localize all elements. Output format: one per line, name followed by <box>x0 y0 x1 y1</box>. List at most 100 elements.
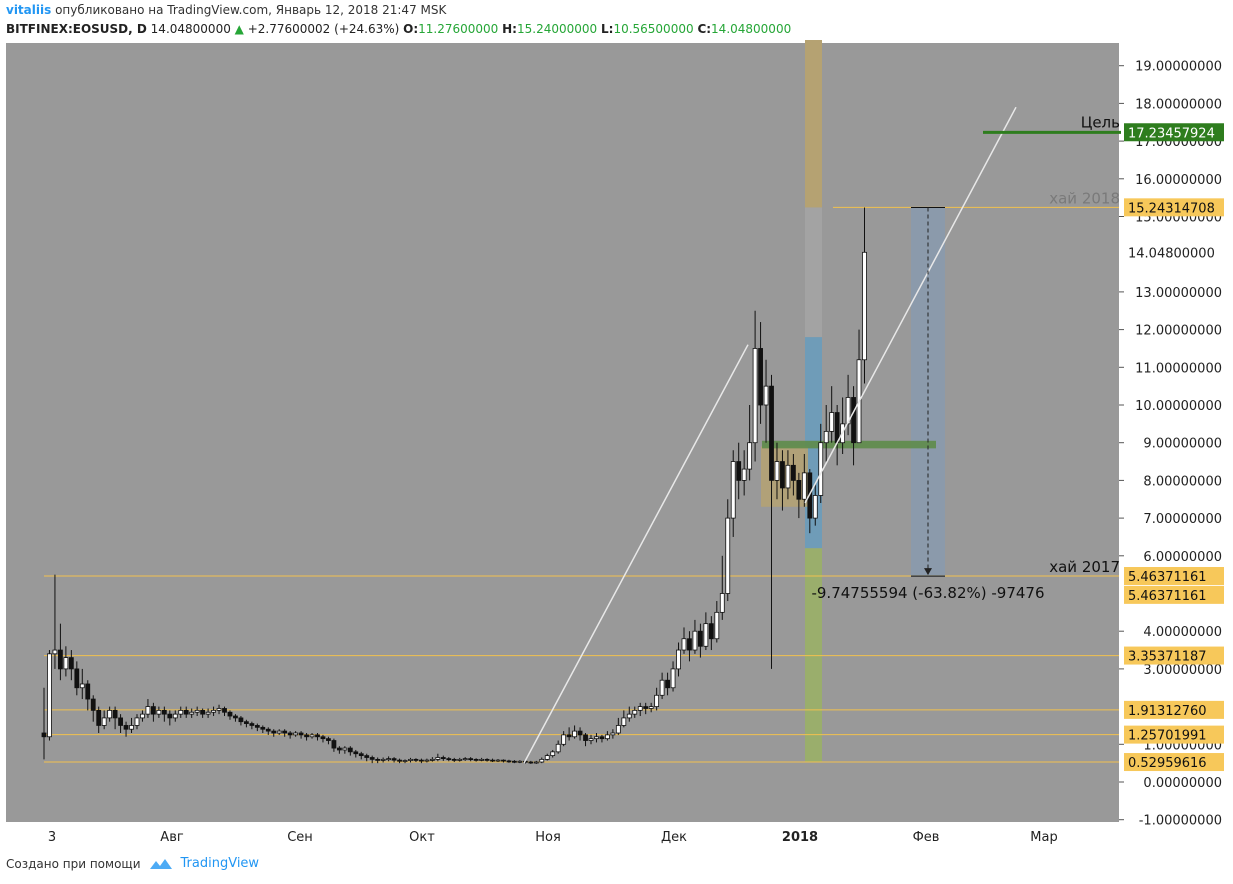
candle-body <box>517 760 523 763</box>
close-value: 14.04800000 <box>711 22 792 36</box>
arrow-down-icon <box>924 568 932 576</box>
candle-body <box>79 683 85 689</box>
y-tick-label: 18.00000000 <box>1135 97 1222 112</box>
candle-body <box>687 638 692 651</box>
x-tick-label: Мар <box>1030 830 1057 845</box>
current-price-label: 14.04800000 <box>1128 246 1215 261</box>
candle-body <box>260 726 266 730</box>
x-tick-label: 3 <box>48 830 56 845</box>
x-tick-label: Окт <box>409 830 435 845</box>
candle-body <box>134 717 140 726</box>
candle-body <box>845 397 851 425</box>
trend-line <box>523 344 749 764</box>
candle-body <box>862 251 867 361</box>
level-price-label: 1.25701991 <box>1128 729 1207 744</box>
price-chart[interactable]: -1.000000000.000000001.000000003.0000000… <box>0 40 1233 852</box>
candle-body <box>293 732 299 736</box>
candle-body <box>698 630 703 647</box>
candle-body <box>172 713 178 719</box>
candle-body <box>287 732 293 736</box>
publish-info: опубликовано на TradingView.com, Январь … <box>55 3 447 17</box>
candle-body <box>719 593 725 613</box>
candle-body <box>528 761 534 764</box>
tradingview-link[interactable]: TradingView <box>180 856 260 871</box>
candle-body <box>74 668 80 689</box>
candle-body <box>512 760 517 763</box>
candle-body <box>506 760 512 763</box>
y-tick-label: 4.00000000 <box>1143 625 1222 640</box>
level-price-label-bg <box>1124 646 1224 665</box>
candle-body <box>386 758 392 761</box>
candle-body <box>539 758 545 763</box>
candle-body <box>621 717 627 726</box>
target-price-label: 17.23457924 <box>1128 126 1215 141</box>
high-label: H: <box>502 22 517 36</box>
y-tick-label: 16.00000000 <box>1135 173 1222 188</box>
candle-body <box>659 679 665 696</box>
candle-body <box>736 461 742 481</box>
candle-body <box>566 734 572 738</box>
candle-body <box>85 683 91 700</box>
candle-body <box>254 725 260 728</box>
candle-body <box>336 747 342 751</box>
candle-body <box>763 385 769 406</box>
candle-body <box>703 623 709 647</box>
level-price-label-bg <box>1124 585 1224 604</box>
high-2017-text: хай 2017 <box>1049 558 1120 576</box>
footer: Создано при помощи TradingView <box>6 856 259 871</box>
candle-body <box>233 715 238 719</box>
high-2018-text: хай 2018 <box>1049 189 1120 207</box>
candle-body <box>610 732 616 736</box>
fib-zone-0 <box>805 40 822 208</box>
price-change: +2.77600002 (+24.63%) <box>247 22 400 36</box>
level-price-label-bg <box>1124 567 1224 586</box>
candle-body <box>265 728 271 732</box>
y-tick-label: 12.00000000 <box>1135 324 1222 339</box>
candle-body <box>758 348 763 406</box>
current-price-label-bg <box>1124 243 1224 262</box>
candle-body <box>692 630 698 651</box>
author-link[interactable]: vitaliis <box>6 3 52 17</box>
candle-body <box>156 709 162 715</box>
candle-body <box>167 713 173 719</box>
candle-body <box>90 698 96 711</box>
open-label: O: <box>403 22 419 36</box>
candle-body <box>96 709 102 726</box>
candle-body <box>462 758 468 761</box>
fib-zone-1 <box>805 207 822 338</box>
candle-body <box>829 412 835 432</box>
candle-body <box>714 611 720 640</box>
candle-body <box>435 757 441 760</box>
level-price-label-bg <box>1124 725 1224 744</box>
candle-body <box>107 709 113 719</box>
candle-body <box>227 711 233 717</box>
x-tick-label: 2018 <box>782 830 818 845</box>
candle-body <box>315 734 320 738</box>
candle-body <box>200 709 206 715</box>
candle-body <box>555 743 561 753</box>
candle-body <box>375 758 381 761</box>
candle-body <box>413 758 419 761</box>
candle-body <box>533 761 539 764</box>
candle-body <box>626 713 632 719</box>
candle-body <box>440 757 446 760</box>
candle-body <box>369 757 375 760</box>
candle-body <box>708 623 714 640</box>
y-tick-label: 19.00000000 <box>1135 60 1222 75</box>
candle-body <box>429 758 435 761</box>
candle-body <box>183 709 189 715</box>
candle-body <box>648 706 654 709</box>
candle-body <box>479 758 485 761</box>
candle-body <box>812 495 818 519</box>
target-price-label-bg <box>1124 123 1224 142</box>
candle-body <box>347 747 353 753</box>
support-band <box>762 440 936 449</box>
level-price-label-bg <box>1124 198 1224 217</box>
x-tick-label: Сен <box>287 830 313 845</box>
candle-body <box>58 649 63 670</box>
candle-body <box>583 734 588 741</box>
candle-body <box>419 759 424 762</box>
x-tick-label: Авг <box>160 830 184 845</box>
y-tick-label: 13.00000000 <box>1135 286 1222 301</box>
candle-body <box>605 734 610 740</box>
